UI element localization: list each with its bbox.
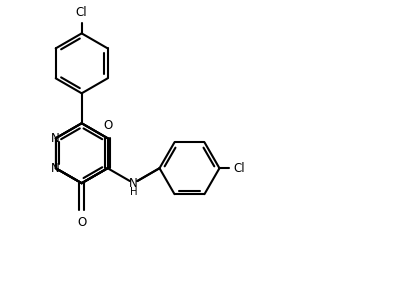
Text: O: O [77, 217, 86, 230]
Text: Cl: Cl [76, 6, 88, 19]
Text: N: N [129, 177, 138, 190]
Text: N: N [51, 162, 60, 175]
Text: Cl: Cl [234, 162, 245, 175]
Text: N: N [51, 132, 60, 145]
Text: O: O [103, 119, 112, 132]
Text: H: H [130, 187, 137, 197]
